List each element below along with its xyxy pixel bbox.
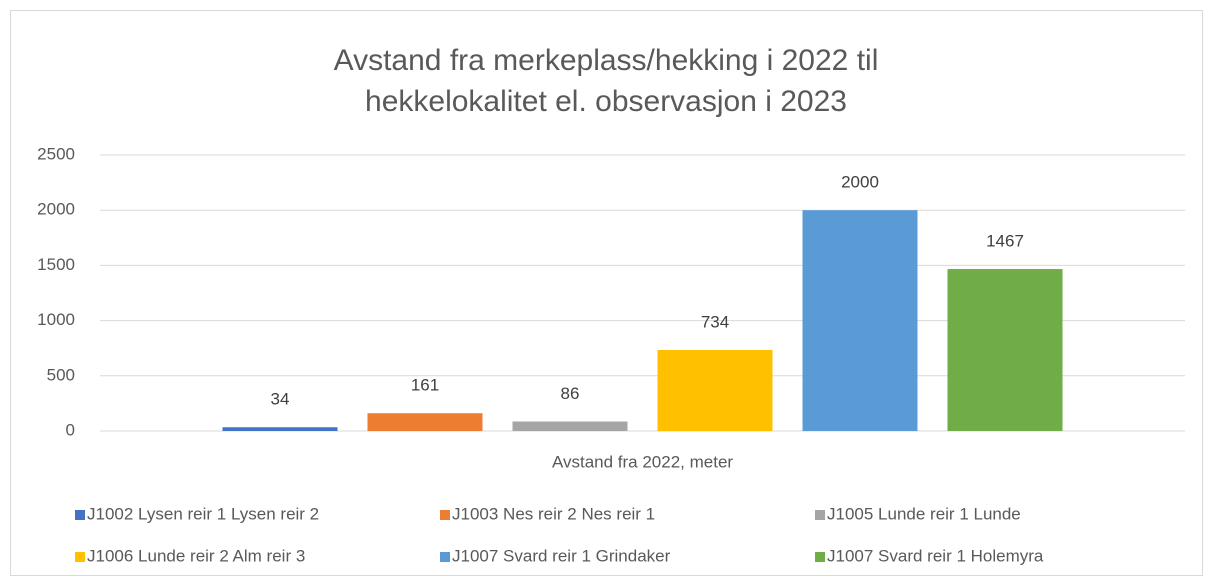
legend-label: J1007 Svard reir 1 Holemyra bbox=[827, 546, 1044, 565]
chart-title: hekkelokalitet el. observasjon i 2023 bbox=[365, 85, 847, 118]
x-tick-label: Avstand fra 2022, meter bbox=[552, 452, 733, 471]
legend-swatch bbox=[440, 552, 450, 562]
chart-title: Avstand fra merkeplass/hekking i 2022 ti… bbox=[334, 44, 879, 77]
data-label: 86 bbox=[561, 384, 580, 403]
legend-label: J1006 Lunde reir 2 Alm reir 3 bbox=[87, 546, 305, 565]
bar bbox=[947, 269, 1063, 431]
bar bbox=[657, 349, 773, 431]
legend-swatch bbox=[815, 552, 825, 562]
legend-label: J1002 Lysen reir 1 Lysen reir 2 bbox=[87, 504, 319, 523]
y-tick-label: 0 bbox=[66, 420, 75, 439]
legend-swatch bbox=[440, 510, 450, 520]
legend-swatch bbox=[815, 510, 825, 520]
y-tick-label: 2000 bbox=[37, 200, 75, 219]
data-label: 34 bbox=[271, 390, 290, 409]
data-label: 161 bbox=[411, 376, 439, 395]
legend-label: J1007 Svard reir 1 Grindaker bbox=[452, 546, 671, 565]
data-label: 734 bbox=[701, 312, 729, 331]
bar bbox=[222, 427, 338, 431]
bar bbox=[802, 210, 918, 431]
legend-label: J1003 Nes reir 2 Nes reir 1 bbox=[452, 504, 655, 523]
y-tick-label: 1500 bbox=[37, 255, 75, 274]
y-tick-label: 500 bbox=[47, 365, 75, 384]
bar bbox=[512, 421, 628, 431]
bar bbox=[367, 413, 483, 431]
legend-swatch bbox=[75, 552, 85, 562]
data-label: 1467 bbox=[986, 232, 1024, 251]
legend-label: J1005 Lunde reir 1 Lunde bbox=[827, 504, 1021, 523]
y-tick-label: 2500 bbox=[37, 144, 75, 163]
y-tick-label: 1000 bbox=[37, 310, 75, 329]
data-label: 2000 bbox=[841, 173, 879, 192]
legend-swatch bbox=[75, 510, 85, 520]
